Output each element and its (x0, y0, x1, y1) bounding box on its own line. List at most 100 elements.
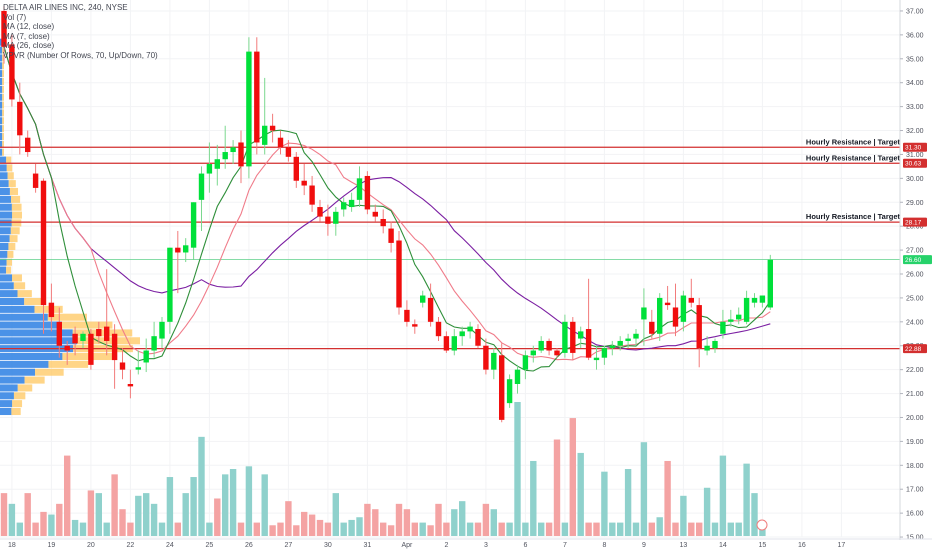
vpvr-row-up (0, 125, 3, 133)
volume-bar (696, 522, 703, 536)
y-tick-label: 36.00 (906, 32, 924, 39)
x-tick-label: 26 (245, 542, 253, 549)
candle-body (269, 125, 276, 131)
vpvr-row-up (0, 156, 7, 164)
price-badge (903, 142, 927, 152)
volume-bar (632, 522, 640, 536)
volume-bar (40, 511, 47, 536)
volume-bar (577, 452, 584, 536)
candle-body (159, 321, 165, 339)
volume-bar (316, 519, 324, 536)
y-tick-label: 19.00 (906, 439, 924, 446)
vpvr-row-up (0, 242, 9, 251)
volume-bar (435, 503, 442, 536)
vpvr-row-up (0, 219, 12, 227)
x-tick-label: 15 (759, 542, 767, 549)
vpvr-row-down (62, 352, 114, 361)
legend-indicator-ma12: MA (12, close) (3, 22, 55, 32)
vpvr-row-down (2, 109, 4, 117)
vpvr-row-up (0, 297, 25, 306)
vpvr-row-down (72, 329, 133, 337)
candle-body (743, 297, 750, 322)
vpvr-row-down (2, 125, 4, 133)
x-tick-label: 18 (8, 542, 16, 549)
volume-bar (593, 522, 600, 536)
volume-bar (293, 525, 300, 536)
vpvr-row-up (0, 384, 18, 392)
candle-body (459, 331, 465, 337)
candle-body (80, 333, 86, 341)
x-tick-label: 8 (602, 542, 606, 549)
volume-bar (703, 487, 711, 536)
vpvr-row-down (24, 376, 45, 384)
vpvr-row-up (0, 46, 3, 54)
volume-bar (466, 522, 474, 536)
candle-body (167, 247, 173, 322)
volume-bar (609, 522, 616, 536)
candle-body (720, 321, 726, 334)
legend-indicator-vol: Vol (7) (3, 12, 27, 22)
candle-body (483, 345, 489, 370)
chart-legend: DELTA AIR LINES INC, 240, NYSE Vol (7) M… (3, 3, 158, 61)
vpvr-row-down (6, 164, 13, 172)
x-tick-label: 7 (563, 542, 567, 549)
candle-body (570, 321, 576, 353)
volume-bar (87, 490, 95, 536)
candle-body (404, 309, 410, 322)
candle-body (262, 125, 268, 145)
candle-body (514, 369, 521, 384)
vpvr-row-up (0, 290, 18, 298)
vpvr-row-up (0, 54, 3, 62)
y-tick-label: 32.00 (906, 128, 924, 135)
volume-bar (490, 509, 497, 536)
current-price-badge (903, 255, 932, 265)
vpvr-row-up (0, 211, 13, 219)
candle-body (333, 211, 339, 224)
volume-bar (308, 514, 316, 536)
vpvr-row-down (2, 117, 4, 125)
vpvr-row-down (13, 392, 26, 400)
vpvr-row-up (0, 164, 7, 172)
candle-body (96, 329, 102, 337)
candle-body (325, 216, 331, 224)
vpvr-row-down (6, 266, 12, 274)
candle-body (704, 345, 710, 351)
volume-bar (530, 460, 537, 536)
vpvr-row-down (6, 156, 12, 164)
volume-bar (743, 463, 750, 536)
volume-bar (735, 522, 742, 536)
y-tick-label: 29.00 (906, 200, 924, 207)
volume-bar (656, 517, 663, 536)
vpvr-row-down (2, 62, 4, 70)
volume-bar (553, 439, 561, 536)
vpvr-row-down (12, 211, 22, 219)
vpvr-row-up (0, 407, 12, 416)
x-tick-label: 17 (838, 542, 846, 549)
y-tick-label: 31.00 (906, 152, 924, 159)
candle-body (143, 350, 149, 363)
y-tick-label: 37.00 (906, 8, 924, 15)
volume-bar (648, 522, 655, 536)
volume-bar (79, 522, 87, 536)
candle-body (641, 307, 647, 320)
earnings-marker-icon (756, 519, 768, 531)
candle-body (443, 336, 450, 351)
vpvr-row-down (2, 85, 4, 93)
volume-bar (222, 474, 229, 536)
vpvr-row-down (11, 195, 21, 203)
volume-bar (601, 471, 608, 536)
vpvr-row-down (24, 297, 44, 306)
volume-bar (348, 519, 355, 536)
candle-body (688, 297, 694, 303)
candle-body (546, 340, 552, 351)
candle-body (135, 367, 141, 370)
candle-body (696, 305, 702, 349)
volume-bar (24, 493, 31, 536)
ma-7-line (3, 46, 771, 372)
vpvr-row-down (10, 227, 20, 235)
candle-body (617, 340, 623, 346)
vpvr-row-up (0, 140, 3, 148)
y-tick-label: 33.00 (906, 104, 924, 111)
candle-body (601, 348, 608, 358)
